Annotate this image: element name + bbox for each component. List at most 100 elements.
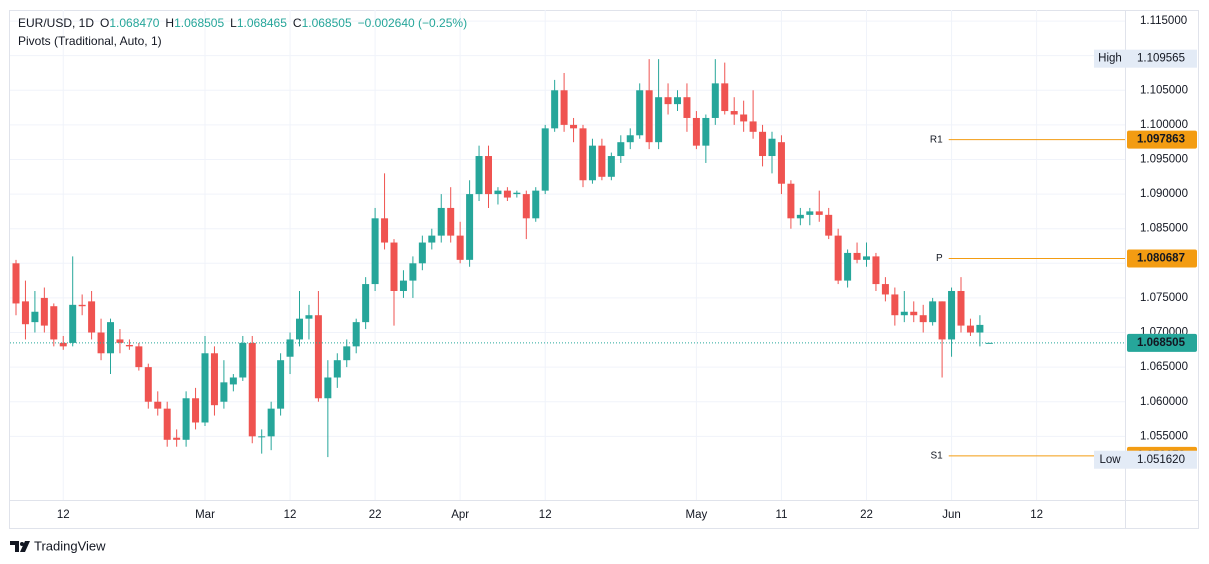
- candle-body: [333, 360, 341, 378]
- candle-body: [881, 284, 889, 295]
- range-name: Low: [1099, 454, 1121, 466]
- candle-body: [957, 290, 965, 326]
- last-price-box: [1127, 333, 1197, 352]
- y-tick-label: 1.100000: [1140, 119, 1188, 131]
- candle-body: [466, 194, 474, 260]
- candle-body: [721, 83, 729, 112]
- logo-icon: [10, 541, 19, 552]
- candle-body: [258, 436, 266, 438]
- candle-body: [674, 97, 681, 105]
- candle-body: [437, 207, 445, 236]
- candle-body: [806, 211, 814, 215]
- candle-body: [286, 339, 294, 357]
- candle-body: [617, 142, 625, 157]
- range-name-box: [1094, 450, 1127, 469]
- legend-line: EUR/USD, 1D O1.068470 H1.068505 L1.068465 C1…: [18, 16, 467, 30]
- candle-body: [692, 117, 700, 146]
- candle-body: [532, 190, 540, 219]
- candle-body: [88, 301, 96, 333]
- candle-body: [220, 382, 228, 402]
- pivot-box: [1127, 130, 1197, 149]
- candle-body: [456, 235, 464, 260]
- legend-item: C: [293, 16, 302, 30]
- candle-body: [749, 121, 757, 132]
- pivot-name: R1: [930, 134, 943, 145]
- candle-body: [796, 214, 804, 219]
- candle-body: [201, 353, 209, 423]
- candle-body: [210, 353, 218, 406]
- candle-body: [787, 183, 795, 219]
- candle-body: [551, 90, 559, 129]
- candle-body: [182, 398, 190, 440]
- candle-body: [966, 325, 974, 333]
- logo-icon-dot: [20, 542, 24, 546]
- range-name-box: [1094, 49, 1127, 68]
- y-tick-label: 1.115000: [1140, 15, 1187, 27]
- x-tick-label: 22: [369, 509, 382, 521]
- y-tick-label: 1.075000: [1140, 292, 1188, 304]
- x-tick-label: Mar: [195, 509, 215, 521]
- legend-item: 1.068505: [302, 16, 352, 30]
- y-tick-label: 1.085000: [1140, 223, 1188, 235]
- candle-body: [730, 111, 738, 115]
- pivot-name: S1: [930, 450, 943, 461]
- candle-body: [560, 90, 568, 125]
- x-tick-label: 11: [775, 509, 787, 521]
- candle-body: [418, 242, 426, 264]
- legend-item: −0.002640 (−0.25%): [358, 16, 467, 30]
- indicator-label: Pivots (Traditional, Auto, 1): [18, 34, 162, 48]
- candle-body: [834, 235, 842, 281]
- candle-body: [522, 194, 530, 219]
- candle-body: [768, 138, 776, 157]
- pivot-name: P: [936, 253, 943, 264]
- candle-body: [683, 97, 691, 118]
- y-tick-label: 1.065000: [1140, 361, 1188, 373]
- candle-body: [853, 252, 861, 260]
- candle-body: [163, 408, 171, 440]
- y-tick-label: 1.055000: [1140, 430, 1188, 442]
- candle-body: [305, 315, 313, 319]
- candle-body: [107, 322, 114, 354]
- candle-body: [428, 235, 436, 243]
- candle-body: [69, 304, 77, 343]
- candle-body: [381, 218, 389, 243]
- candle-body: [409, 263, 417, 281]
- brand: TradingView: [34, 538, 106, 553]
- candle-body: [31, 311, 39, 323]
- candle-body: [759, 131, 767, 157]
- y-tick-label: 1.060000: [1140, 396, 1188, 408]
- x-tick-label: Apr: [451, 509, 469, 521]
- candle-body: [579, 128, 587, 181]
- candle-body: [59, 342, 67, 347]
- x-tick-label: 12: [1030, 509, 1043, 521]
- candle-body: [324, 377, 332, 399]
- candle-body: [702, 117, 710, 146]
- candle-body: [229, 377, 237, 385]
- candle-body: [267, 408, 275, 437]
- header: EUR/USD, 1D O1.068470 H1.068505 L1.068465 C1…: [18, 16, 467, 48]
- candle-body: [872, 256, 880, 285]
- candle-body: [929, 301, 937, 323]
- range-value: 1.109565: [1137, 53, 1185, 65]
- candle-body: [588, 145, 596, 181]
- overlays: 1.068505R11.097863P1.080687S11.052178Hig…: [10, 49, 1197, 469]
- logo: TradingView: [10, 538, 106, 553]
- candle-body: [40, 297, 48, 326]
- candle-body: [78, 304, 86, 307]
- legend-item: 1.068465: [237, 16, 287, 30]
- candle-body: [248, 342, 256, 437]
- candle-body: [655, 97, 663, 143]
- y-tick-label: 1.105000: [1140, 84, 1188, 96]
- candle-body: [863, 256, 870, 260]
- legend-item: H: [165, 16, 174, 30]
- candle-body: [296, 318, 303, 340]
- range-value-box: [1127, 450, 1197, 469]
- x-tick-label: 12: [539, 509, 552, 521]
- candle-body: [144, 367, 152, 402]
- candle-body: [948, 290, 956, 340]
- legend-item: EUR/USD, 1D: [18, 16, 94, 30]
- candle-body: [626, 135, 634, 143]
- candle-body: [976, 324, 984, 333]
- candle-body: [844, 252, 852, 281]
